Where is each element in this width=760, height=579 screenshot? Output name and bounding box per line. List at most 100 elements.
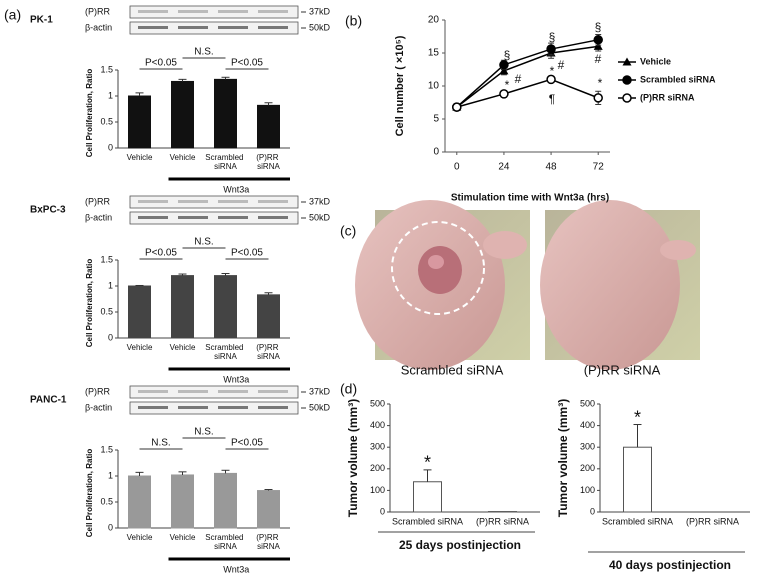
blot-band xyxy=(138,390,168,393)
y-axis-label: Cell Proliferation, Ratio xyxy=(85,69,94,158)
panel-label: (b) xyxy=(345,13,362,29)
series-line xyxy=(456,45,599,108)
blot-band xyxy=(138,200,168,203)
y-tick-label: 1 xyxy=(108,280,113,290)
label-line: siRNA xyxy=(214,542,237,551)
marker xyxy=(546,44,556,54)
blot-band xyxy=(258,406,288,409)
legend-label: Scrambled siRNA xyxy=(640,74,716,84)
blot-band xyxy=(258,216,288,219)
label-line: Vehicle xyxy=(170,343,196,352)
blot-band xyxy=(138,26,168,29)
blot-band xyxy=(178,10,208,13)
legend-label: Vehicle xyxy=(640,56,671,66)
bar xyxy=(623,446,652,513)
label-line: Vehicle xyxy=(127,153,153,162)
label-line: siRNA xyxy=(257,352,280,361)
bar xyxy=(128,475,151,529)
chart-title: BxPC-3 xyxy=(30,205,66,216)
marker xyxy=(452,102,462,112)
label-line: siRNA xyxy=(257,542,280,551)
bar xyxy=(171,474,194,529)
annotation: § xyxy=(549,30,556,44)
annotation: § xyxy=(504,48,511,62)
x-tick-label: Vehicle xyxy=(127,153,153,162)
blot-label: (P)RR xyxy=(85,196,110,206)
y-tick-label: 0 xyxy=(108,332,113,342)
marker xyxy=(593,41,603,50)
annotation: * xyxy=(424,453,431,473)
panel-label: (a) xyxy=(4,7,21,23)
y-tick-label: 10 xyxy=(428,81,440,92)
y-axis-label: Cell Proliferation, Ratio xyxy=(85,449,94,538)
annotation: # xyxy=(515,72,522,86)
x-tick-label: Vehicle xyxy=(170,153,196,162)
bar xyxy=(171,275,194,339)
blot-band xyxy=(258,26,288,29)
annotation: * xyxy=(598,76,603,90)
photo-caption: (P)RR siRNA xyxy=(584,362,661,377)
photo-left xyxy=(355,200,530,370)
blot-band xyxy=(178,26,208,29)
y-tick-label: 100 xyxy=(370,485,385,495)
chart-title: PANC-1 xyxy=(30,395,67,406)
blot-strip xyxy=(129,5,299,19)
x-tick-label: Scrambled siRNA xyxy=(205,153,245,171)
blot-size: 50kD xyxy=(309,212,331,222)
label-line: Scrambled xyxy=(205,153,245,162)
series-line xyxy=(456,78,599,108)
y-tick-label: 0 xyxy=(108,522,113,532)
blot-strip xyxy=(129,21,299,35)
marker xyxy=(593,93,603,103)
label-line: Vehicle xyxy=(127,343,153,352)
blot-band xyxy=(258,10,288,13)
comparison-label: P<0.05 xyxy=(231,248,263,259)
blot-label: β-actin xyxy=(85,22,112,32)
annotation: ¶ xyxy=(549,92,555,106)
blot-strip xyxy=(129,195,299,209)
blot-band xyxy=(258,200,288,203)
bar xyxy=(214,472,237,529)
legend-label: (P)RR siRNA xyxy=(640,92,695,102)
label-line: Scrambled xyxy=(205,343,245,352)
annotation: * xyxy=(505,78,510,92)
comparison-label: P<0.05 xyxy=(231,58,263,69)
blot-band xyxy=(218,26,248,29)
blot-band xyxy=(138,10,168,13)
comparison-label: N.S. xyxy=(151,438,170,449)
blot-band xyxy=(138,406,168,409)
photo-caption: Scrambled siRNA xyxy=(401,362,504,377)
blot-size: 37kD xyxy=(309,6,331,16)
blot-label: (P)RR xyxy=(85,6,110,16)
x-tick-label: 0 xyxy=(454,162,460,173)
y-tick-label: 200 xyxy=(370,463,385,473)
annotation: * xyxy=(634,407,641,427)
y-tick-label: 1.5 xyxy=(100,64,113,74)
blot-band xyxy=(178,390,208,393)
y-tick-label: 0.5 xyxy=(100,496,113,506)
blot-size: 37kD xyxy=(309,196,331,206)
y-tick-label: 0 xyxy=(590,506,595,516)
x-tick-label: Vehicle xyxy=(127,533,153,542)
y-tick-label: 400 xyxy=(370,420,385,430)
legend-marker xyxy=(622,93,632,103)
x-tick-label: Vehicle xyxy=(127,343,153,352)
blot-band xyxy=(258,390,288,393)
x-tick-label: (P)RR siRNA xyxy=(256,343,280,361)
blot-band xyxy=(218,200,248,203)
comparison-label: N.S. xyxy=(194,237,213,248)
y-tick-label: 1.5 xyxy=(100,254,113,264)
annotation: * xyxy=(550,64,555,78)
y-axis-label: Cell Proliferation, Ratio xyxy=(85,259,94,348)
bar xyxy=(257,294,280,339)
y-tick-label: 15 xyxy=(428,48,440,59)
y-tick-label: 5 xyxy=(433,114,439,125)
blot-size: 50kD xyxy=(309,402,331,412)
label-line: (P)RR xyxy=(256,533,280,542)
x-tick-label: Scrambled siRNA xyxy=(602,516,673,526)
series-line xyxy=(456,39,599,108)
annotation: § xyxy=(595,20,602,34)
blot-strip xyxy=(129,211,299,225)
blot-band xyxy=(178,406,208,409)
marker xyxy=(546,74,556,85)
